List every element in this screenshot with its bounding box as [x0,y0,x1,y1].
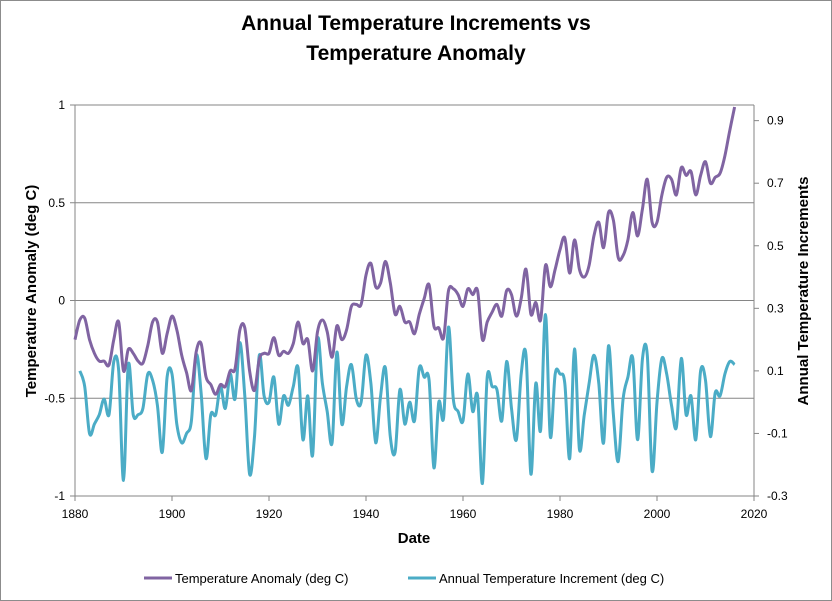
x-tick-label: 2020 [741,507,768,521]
y-axis-left-title: Temperature Anomaly (deg C) [23,185,40,398]
y-right-tick-label: -0.1 [767,426,788,440]
x-tick-label: 1980 [547,507,574,521]
y-left-tick-label: -0.5 [44,391,65,405]
tick-labels: -1 -0.5 0 0.5 1 -0.3 -0.1 0.1 0.3 0.5 0.7 0.9 1880 19… [44,98,788,521]
y-axis-right-title: Annual Temperature Increments [795,177,812,406]
y-right-tick-label: 0.7 [767,176,784,190]
y-right-tick-label: 0.9 [767,114,784,128]
y-left-tick-label: 1 [58,98,65,112]
y-left-tick-label: -1 [54,489,65,503]
x-tick-label: 1940 [353,507,380,521]
legend: Temperature Anomaly (deg C) Annual Tempe… [144,571,664,586]
gridlines [75,104,754,399]
y-right-tick-label: -0.3 [767,489,788,503]
chart-title-line-1: Annual Temperature Increments vs [241,12,591,35]
axes [70,104,759,501]
y-right-tick-label: 0.5 [767,239,784,253]
y-left-tick-label: 0.5 [48,196,65,210]
series-line-temperature-increment [78,313,736,486]
y-right-tick-label: 0.1 [767,364,784,378]
chart-title-line-2: Temperature Anomaly [306,42,526,65]
series-line-temperature-anomaly [73,106,737,396]
legend-label-increment: Annual Temperature Increment (deg C) [439,571,664,586]
x-tick-label: 1960 [450,507,477,521]
y-right-tick-label: 0.3 [767,301,784,315]
x-axis-title: Date [398,530,431,547]
y-left-tick-label: 0 [58,294,65,308]
series-lines [73,106,737,486]
legend-label-anomaly: Temperature Anomaly (deg C) [175,571,348,586]
x-tick-label: 2000 [644,507,671,521]
x-tick-label: 1920 [256,507,283,521]
x-tick-label: 1880 [62,507,89,521]
x-tick-label: 1900 [159,507,186,521]
